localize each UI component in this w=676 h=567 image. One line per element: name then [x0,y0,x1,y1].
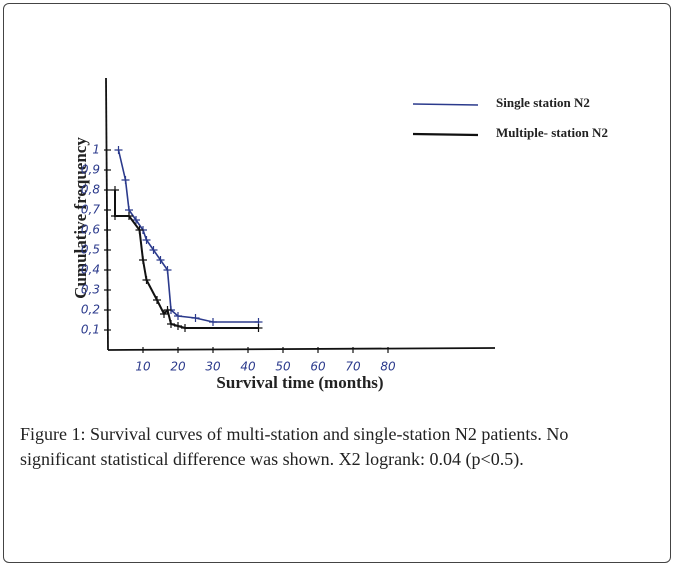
censor-mark [174,322,182,330]
y-tick-label: 1 [92,143,100,157]
y-tick-label: 0,1 [81,323,100,337]
x-axis-label: Survival time (months) [216,373,383,392]
y-tick-label: 0,5 [81,243,100,257]
x-tick-label: 70 [345,360,361,374]
censor-mark [163,306,172,314]
x-tick-label: 20 [170,360,186,374]
x-tick-label: 30 [205,360,221,374]
x-tick-label: 10 [135,360,151,374]
censor-mark [132,216,140,224]
figure-caption: Figure 1: Survival curves of multi-stati… [20,424,569,469]
censor-mark [191,314,200,322]
y-tick-label: 0,6 [81,223,100,237]
y-tick-label: 0,4 [81,263,100,277]
y-tick-label: 0,2 [81,303,100,317]
figure-frame [3,3,671,563]
censor-mark [139,256,147,264]
legend-label: Single station N2 [496,95,590,110]
censor-mark [114,146,123,154]
y-axis-label: Cumulative frequency [71,137,90,299]
censor-mark [209,318,217,326]
censor-mark [163,266,172,274]
censor-mark [121,176,130,184]
chart: Cumulative frequency Survival time (mont… [71,77,608,392]
y-tick-label: 0,9 [81,163,100,177]
series-line [114,190,259,329]
censor-mark [142,276,151,284]
legend-swatch [412,103,479,106]
x-tick-label: 80 [380,360,396,374]
censor-mark [153,296,161,304]
legend-label: Multiple- station N2 [496,125,608,140]
censor-mark [156,256,165,264]
censor-mark [135,226,144,234]
censor-mark [160,310,168,318]
censor-mark [181,324,189,332]
x-axis [107,347,496,351]
x-tick-label: 50 [275,360,291,374]
censor-mark [254,324,263,332]
censor-mark [125,212,133,220]
censor-mark [142,236,151,244]
y-tick-label: 0,8 [81,183,100,197]
censor-mark [174,312,182,320]
censor-mark [111,212,119,220]
y-tick-label: 0,3 [81,283,100,297]
censor-mark [149,246,158,254]
y-axis [105,77,109,351]
censor-mark [167,320,175,328]
censor-mark [111,186,119,194]
x-tick-label: 60 [310,360,326,374]
x-tick-label: 40 [240,360,256,374]
y-tick-label: 0,7 [81,203,100,217]
legend-swatch [412,132,479,137]
